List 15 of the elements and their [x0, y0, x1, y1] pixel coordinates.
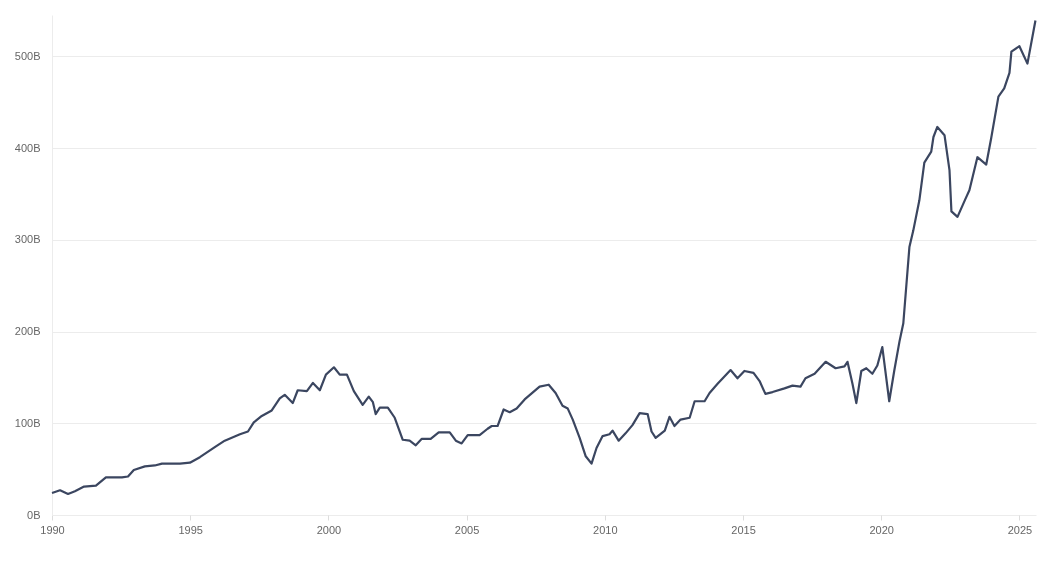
x-tick-label: 2015	[731, 523, 756, 536]
x-tick-label: 2010	[593, 523, 618, 536]
y-tick-label: 200B	[14, 325, 41, 338]
y-tick-label: 0B	[27, 508, 41, 521]
y-tick-label: 400B	[14, 141, 41, 154]
x-tick-label: 1990	[40, 523, 65, 536]
line-series	[50, 19, 1037, 495]
x-tick-label: 1995	[178, 523, 203, 536]
x-tick-label: 2005	[454, 523, 480, 536]
x-tick-label: 2025	[1007, 523, 1033, 536]
y-tick-label: 100B	[14, 416, 41, 429]
x-tick-label: 2020	[869, 523, 894, 536]
x-tick-label: 2000	[316, 523, 342, 536]
y-tick-label: 500B	[14, 49, 41, 62]
y-tick-label: 300B	[14, 233, 41, 246]
